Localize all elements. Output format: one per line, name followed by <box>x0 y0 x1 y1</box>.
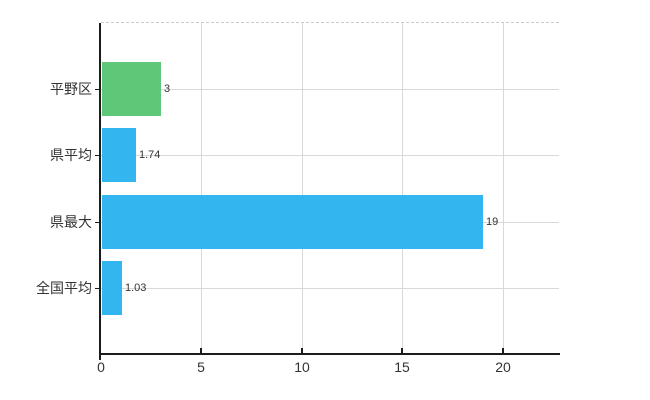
category-label: 県平均 <box>50 147 92 163</box>
vertical-gridline <box>402 23 403 353</box>
bar-value-label: 1.03 <box>125 282 147 294</box>
horizontal-gridline <box>101 89 559 90</box>
x-tick <box>301 348 303 353</box>
category-label: 平野区 <box>50 81 92 97</box>
x-tick-label: 15 <box>394 359 410 375</box>
bar <box>102 128 136 182</box>
x-tick-label: 5 <box>197 359 205 375</box>
x-tick <box>502 348 504 353</box>
bar <box>102 261 122 315</box>
horizontal-gridline <box>101 155 559 156</box>
bar-value-label: 3 <box>164 83 171 95</box>
horizontal-gridline <box>101 288 559 289</box>
vertical-gridline <box>201 23 202 353</box>
x-tick-label: 0 <box>97 359 105 375</box>
x-tick <box>200 348 202 353</box>
x-tick-label: 20 <box>495 359 511 375</box>
y-axis-line <box>99 23 101 360</box>
category-label: 県最大 <box>50 214 92 230</box>
vertical-gridline <box>503 23 504 353</box>
x-axis-line <box>99 353 560 355</box>
y-tick <box>95 288 101 289</box>
x-tick-label: 10 <box>294 359 310 375</box>
bar <box>102 195 483 249</box>
category-label: 全国平均 <box>36 280 92 296</box>
vertical-gridline <box>302 23 303 353</box>
x-tick <box>401 348 403 353</box>
bar-value-label: 19 <box>486 216 499 228</box>
bar <box>102 62 161 116</box>
bar-value-label: 1.74 <box>139 149 161 161</box>
y-tick <box>95 222 101 223</box>
plot-top-border <box>101 22 559 23</box>
y-tick <box>95 155 101 156</box>
y-tick <box>95 89 101 90</box>
